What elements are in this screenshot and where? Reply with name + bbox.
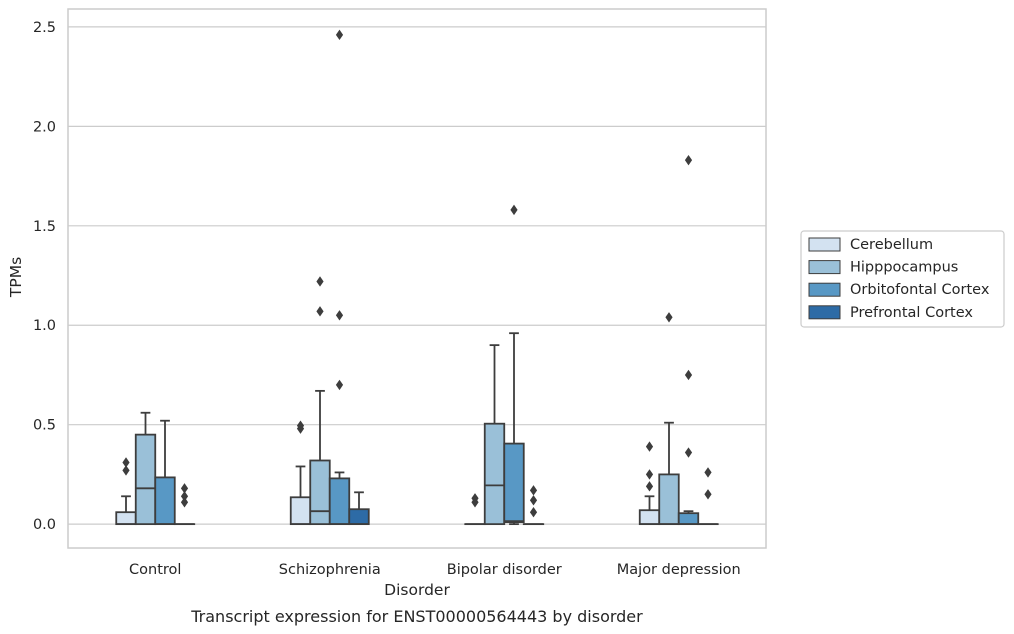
box	[328, 477, 351, 526]
outlier-point	[335, 310, 344, 321]
y-tick-label: 0.0	[33, 517, 56, 533]
legend-swatch	[808, 260, 841, 275]
box	[503, 442, 525, 524]
outlier-point	[471, 493, 479, 504]
box-group	[638, 154, 719, 526]
outlier-point	[529, 485, 538, 496]
outlier-point	[122, 465, 130, 476]
outlier-point	[529, 495, 538, 506]
legend-swatch	[808, 282, 841, 297]
y-tick-label: 1.5	[33, 219, 56, 235]
outlier-point	[316, 306, 324, 317]
legend: Cerebellum Hipppocampus Orbitofontal Corte…	[800, 230, 1005, 328]
box	[348, 508, 370, 526]
legend-swatch	[808, 237, 841, 252]
outlier-point	[684, 369, 693, 381]
box-group	[464, 204, 545, 526]
legend-label: Orbitofontal Cortex	[850, 282, 990, 298]
outlier-point	[180, 497, 189, 508]
outlier-point	[296, 420, 305, 431]
box	[677, 512, 700, 526]
outlier-point	[335, 29, 344, 41]
box	[638, 509, 661, 526]
box	[289, 496, 312, 526]
box	[309, 459, 331, 526]
box	[154, 476, 176, 526]
x-tick-label: Control	[129, 562, 181, 578]
outlier-point	[122, 457, 130, 468]
y-tick-label: 2.0	[33, 119, 56, 135]
gridlines	[68, 26, 766, 525]
outlier-point	[335, 379, 344, 391]
legend-label: Prefrontal Cortex	[850, 305, 973, 321]
plot-area-frame	[67, 8, 767, 549]
box	[134, 433, 157, 526]
box-group	[115, 411, 196, 526]
outlier-point	[510, 204, 518, 216]
legend-frame	[800, 230, 1005, 328]
outlier-point	[684, 154, 693, 166]
y-axis-label: TPMs	[7, 257, 25, 298]
x-axis-label: Disorder	[384, 581, 450, 599]
outlier-point	[704, 467, 712, 478]
y-tick-label: 0.5	[33, 418, 56, 434]
box	[115, 511, 137, 526]
outlier-point	[645, 441, 654, 452]
y-tick-labels: 0.0 0.5 1.0 1.5 2.0 2.5	[33, 20, 56, 533]
outlier-point	[529, 506, 538, 518]
x-tick-label: Schizophrenia	[279, 562, 381, 578]
box-group	[289, 29, 370, 526]
y-tick-label: 1.0	[33, 318, 56, 334]
chart-caption: Transcript expression for ENST0000056444…	[190, 607, 643, 626]
outlier-point	[316, 276, 324, 287]
y-tick-label: 2.5	[33, 20, 56, 36]
x-tick-label: Major depression	[617, 562, 741, 578]
box-groups	[115, 29, 719, 526]
x-tick-label: Bipolar disorder	[447, 562, 562, 578]
outlier-point	[704, 489, 712, 500]
outlier-point	[645, 469, 654, 480]
outlier-point	[665, 312, 673, 323]
outlier-point	[180, 491, 189, 502]
legend-label: Hipppocampus	[850, 260, 958, 276]
legend-label: Cerebellum	[850, 237, 933, 253]
outlier-point	[180, 483, 189, 494]
x-tick-labels: Control Schizophrenia Bipolar disorder Majo…	[129, 562, 741, 578]
outlier-point	[645, 481, 654, 492]
box	[483, 422, 506, 526]
outlier-point	[684, 447, 693, 458]
legend-swatch	[808, 305, 841, 320]
box	[658, 473, 680, 526]
